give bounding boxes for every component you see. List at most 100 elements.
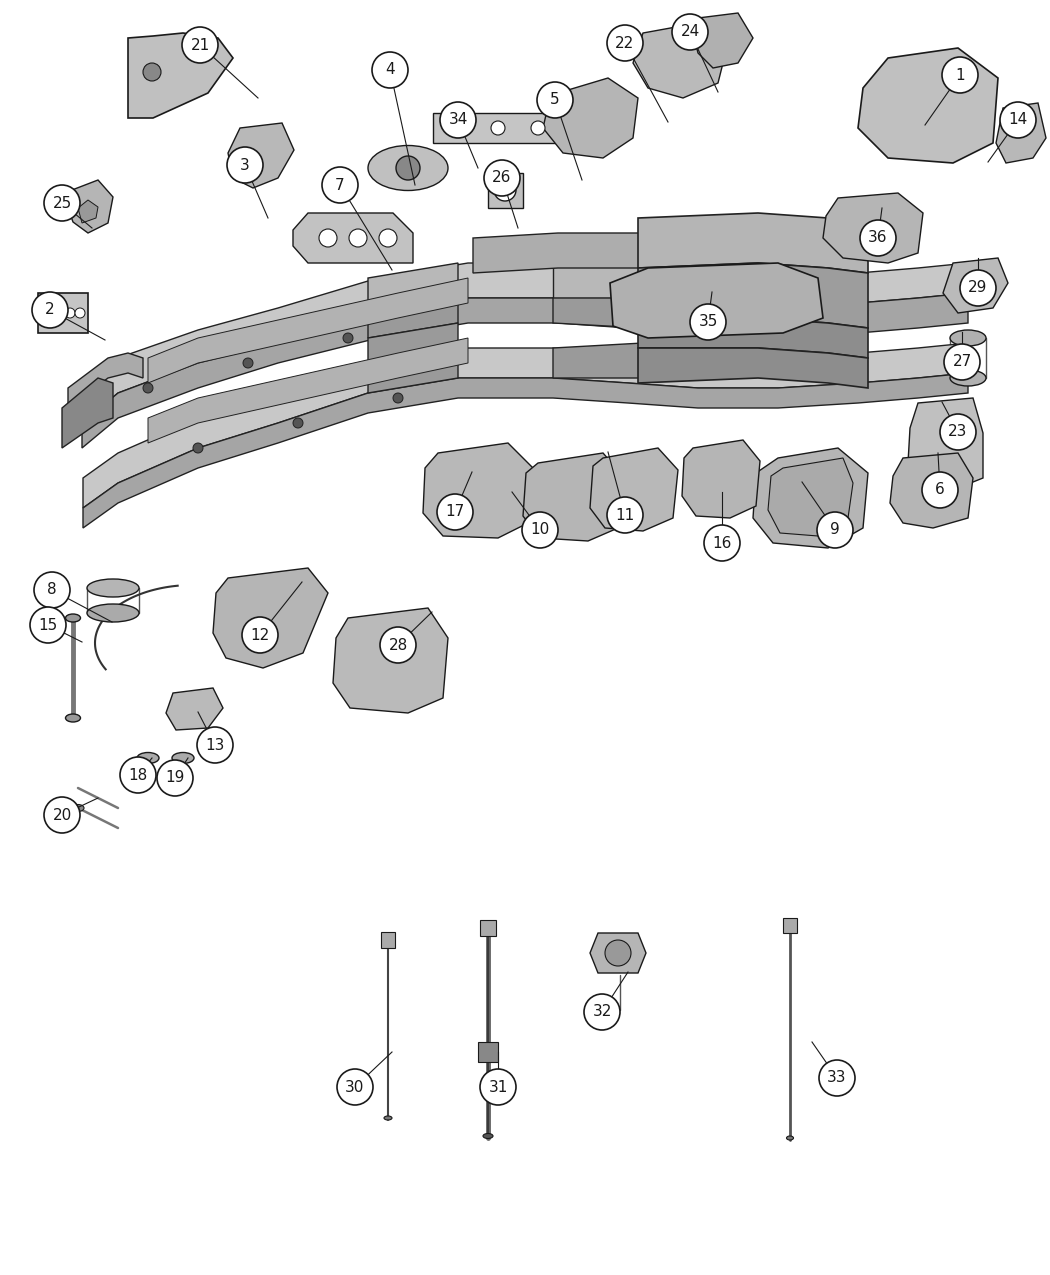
Polygon shape [638, 317, 868, 358]
Circle shape [197, 727, 233, 762]
Circle shape [922, 472, 958, 507]
Circle shape [494, 179, 516, 201]
Polygon shape [783, 918, 797, 933]
Polygon shape [590, 448, 678, 530]
Circle shape [30, 607, 66, 643]
Circle shape [690, 303, 726, 340]
Circle shape [817, 513, 853, 548]
Polygon shape [543, 78, 638, 158]
Polygon shape [423, 442, 533, 538]
Polygon shape [433, 113, 558, 143]
Polygon shape [523, 453, 623, 541]
Polygon shape [553, 298, 643, 328]
Circle shape [537, 82, 573, 119]
Circle shape [349, 230, 368, 247]
Ellipse shape [172, 752, 194, 764]
Polygon shape [83, 343, 968, 507]
Ellipse shape [136, 752, 159, 764]
Polygon shape [82, 293, 968, 448]
Polygon shape [693, 13, 753, 68]
Polygon shape [293, 213, 413, 263]
Circle shape [75, 309, 85, 317]
Text: 29: 29 [968, 280, 988, 296]
Polygon shape [148, 278, 468, 382]
Text: 8: 8 [47, 583, 57, 598]
Circle shape [143, 62, 161, 82]
Text: 23: 23 [948, 425, 968, 440]
Circle shape [182, 27, 218, 62]
Polygon shape [768, 458, 853, 536]
Circle shape [227, 147, 262, 184]
Text: 35: 35 [698, 315, 718, 329]
Circle shape [944, 344, 980, 380]
Circle shape [44, 797, 80, 833]
Circle shape [120, 757, 156, 793]
Polygon shape [368, 263, 458, 312]
Polygon shape [228, 122, 294, 187]
Text: 27: 27 [952, 354, 971, 370]
Polygon shape [633, 23, 728, 98]
Text: 9: 9 [831, 523, 840, 538]
Text: 24: 24 [680, 24, 699, 40]
Text: 36: 36 [868, 231, 887, 246]
Polygon shape [82, 263, 968, 423]
Polygon shape [78, 200, 98, 223]
Circle shape [293, 418, 303, 428]
Polygon shape [68, 353, 143, 408]
Circle shape [605, 940, 631, 966]
Circle shape [243, 358, 253, 368]
Polygon shape [128, 33, 233, 119]
Circle shape [379, 230, 397, 247]
Polygon shape [148, 338, 468, 442]
Polygon shape [83, 374, 968, 528]
Circle shape [531, 121, 545, 135]
Polygon shape [890, 453, 973, 528]
Circle shape [584, 994, 620, 1030]
Circle shape [440, 102, 476, 138]
Polygon shape [166, 688, 223, 731]
Ellipse shape [786, 1136, 794, 1140]
Polygon shape [610, 263, 823, 338]
Circle shape [396, 156, 420, 180]
Text: 17: 17 [445, 505, 464, 519]
Text: 4: 4 [385, 62, 395, 78]
Text: 7: 7 [335, 177, 344, 193]
Text: 12: 12 [250, 627, 270, 643]
Ellipse shape [368, 145, 448, 190]
Text: 5: 5 [550, 93, 560, 107]
Circle shape [343, 333, 353, 343]
Polygon shape [858, 48, 997, 163]
Text: 11: 11 [615, 507, 634, 523]
Polygon shape [62, 377, 113, 448]
Circle shape [193, 442, 203, 453]
Circle shape [491, 121, 505, 135]
Circle shape [143, 382, 153, 393]
Polygon shape [682, 440, 760, 518]
Polygon shape [68, 180, 113, 233]
Text: 13: 13 [206, 737, 225, 752]
Polygon shape [908, 398, 983, 488]
Text: 6: 6 [936, 482, 945, 497]
Circle shape [607, 497, 643, 533]
Polygon shape [46, 303, 56, 323]
Polygon shape [368, 298, 458, 338]
Text: 10: 10 [530, 523, 549, 538]
Circle shape [322, 167, 358, 203]
Circle shape [860, 221, 896, 256]
Circle shape [158, 760, 193, 796]
Circle shape [242, 617, 278, 653]
Text: 16: 16 [712, 536, 732, 551]
Text: 31: 31 [488, 1080, 508, 1094]
Polygon shape [553, 263, 643, 298]
Polygon shape [478, 1042, 498, 1062]
Polygon shape [823, 193, 923, 263]
Ellipse shape [950, 370, 986, 386]
Ellipse shape [72, 805, 84, 811]
Circle shape [380, 627, 416, 663]
Circle shape [704, 525, 740, 561]
Circle shape [522, 513, 558, 548]
Polygon shape [753, 448, 868, 548]
Circle shape [337, 1068, 373, 1105]
Circle shape [607, 26, 643, 61]
Polygon shape [943, 258, 1008, 312]
